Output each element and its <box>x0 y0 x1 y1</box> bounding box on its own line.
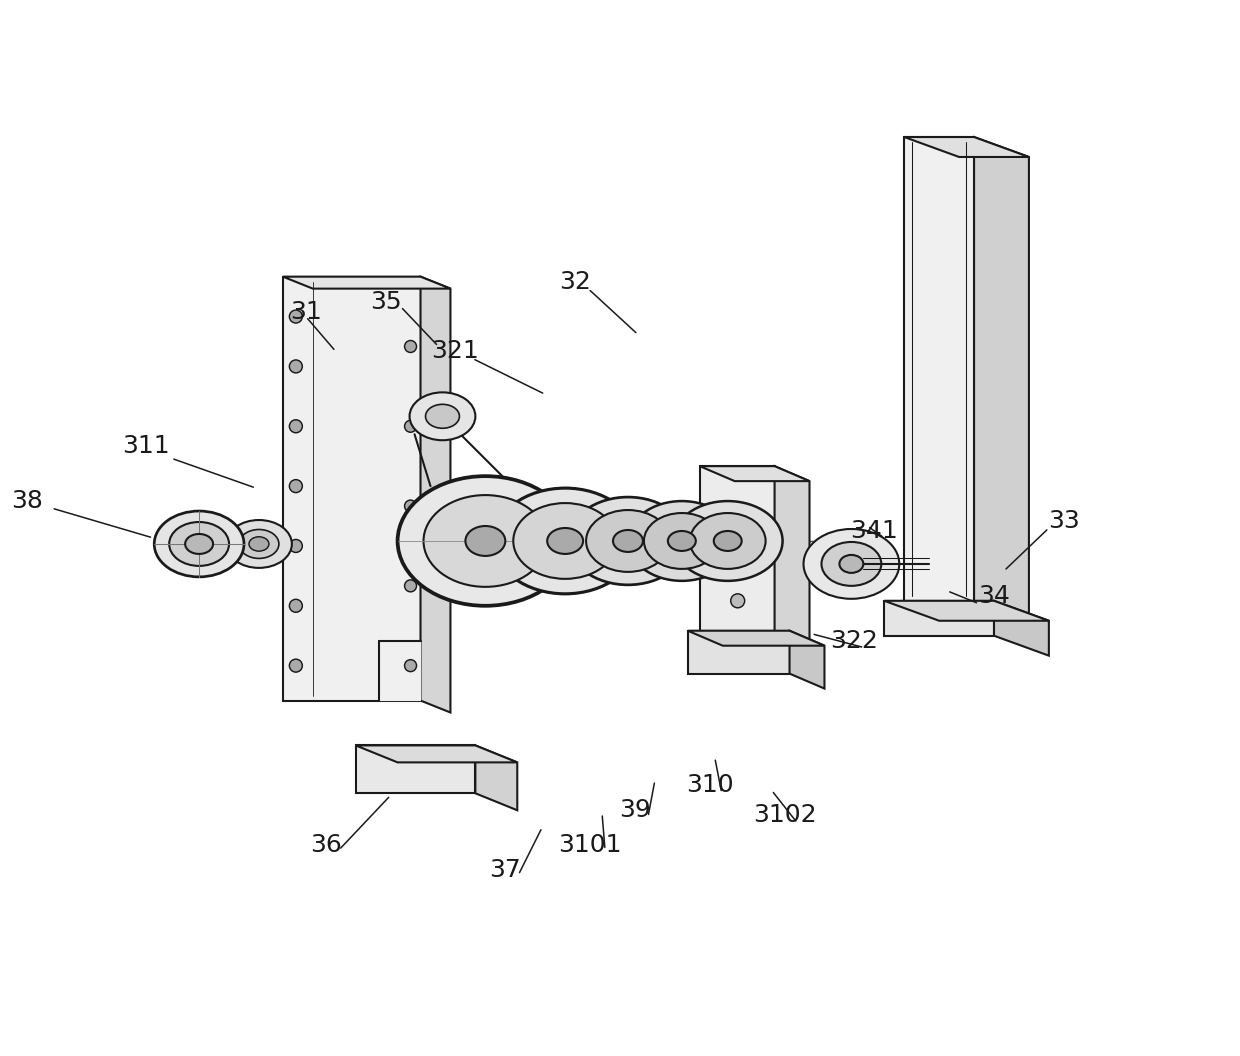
Ellipse shape <box>404 340 417 353</box>
Ellipse shape <box>613 530 642 552</box>
Ellipse shape <box>404 420 417 432</box>
Ellipse shape <box>226 520 291 568</box>
Polygon shape <box>356 746 517 762</box>
Polygon shape <box>688 630 825 645</box>
Polygon shape <box>699 466 775 630</box>
Polygon shape <box>699 466 810 482</box>
Polygon shape <box>283 277 420 700</box>
Text: 39: 39 <box>619 798 651 823</box>
Ellipse shape <box>644 513 719 569</box>
Ellipse shape <box>289 600 303 612</box>
Text: 31: 31 <box>290 300 321 323</box>
Polygon shape <box>994 601 1049 656</box>
Ellipse shape <box>668 531 696 551</box>
Polygon shape <box>420 277 450 713</box>
Ellipse shape <box>494 488 637 593</box>
Polygon shape <box>775 466 810 645</box>
Ellipse shape <box>398 476 573 606</box>
Ellipse shape <box>568 497 688 585</box>
Ellipse shape <box>404 580 417 591</box>
Ellipse shape <box>404 660 417 672</box>
Polygon shape <box>475 746 517 810</box>
Ellipse shape <box>409 393 475 440</box>
Polygon shape <box>904 137 975 601</box>
Ellipse shape <box>714 531 742 551</box>
Polygon shape <box>356 746 475 793</box>
Polygon shape <box>884 601 1049 621</box>
Text: 37: 37 <box>490 859 521 882</box>
Ellipse shape <box>839 555 863 573</box>
Ellipse shape <box>185 534 213 554</box>
Ellipse shape <box>169 522 229 566</box>
Ellipse shape <box>689 513 765 569</box>
Ellipse shape <box>547 528 583 554</box>
Text: 34: 34 <box>978 584 1009 608</box>
Ellipse shape <box>465 526 506 555</box>
Text: 35: 35 <box>370 289 402 314</box>
Ellipse shape <box>404 501 417 512</box>
Ellipse shape <box>730 593 745 608</box>
Ellipse shape <box>718 533 758 563</box>
Ellipse shape <box>289 310 303 323</box>
Polygon shape <box>884 601 994 636</box>
Ellipse shape <box>730 507 745 521</box>
Ellipse shape <box>289 360 303 373</box>
Ellipse shape <box>289 659 303 672</box>
Ellipse shape <box>673 501 782 581</box>
Ellipse shape <box>289 479 303 492</box>
Polygon shape <box>283 277 450 288</box>
Ellipse shape <box>289 420 303 433</box>
Ellipse shape <box>289 540 303 552</box>
Text: 322: 322 <box>831 628 878 653</box>
Text: 36: 36 <box>310 833 342 857</box>
Polygon shape <box>904 137 1029 157</box>
Text: 311: 311 <box>123 434 170 458</box>
Ellipse shape <box>249 536 269 551</box>
Ellipse shape <box>627 501 735 581</box>
Text: 32: 32 <box>559 269 591 294</box>
Ellipse shape <box>804 529 899 599</box>
Ellipse shape <box>728 541 748 555</box>
Ellipse shape <box>239 529 279 559</box>
Polygon shape <box>975 137 1029 621</box>
Text: 38: 38 <box>11 489 42 513</box>
Ellipse shape <box>587 510 670 572</box>
Text: 310: 310 <box>686 773 734 797</box>
Ellipse shape <box>154 511 244 577</box>
Ellipse shape <box>821 542 882 586</box>
Text: 33: 33 <box>1048 509 1080 533</box>
Text: 321: 321 <box>432 339 480 363</box>
Polygon shape <box>790 630 825 689</box>
Text: 341: 341 <box>851 518 898 543</box>
Ellipse shape <box>513 503 618 579</box>
Text: 3101: 3101 <box>558 833 621 857</box>
Ellipse shape <box>425 404 460 429</box>
Polygon shape <box>378 641 420 700</box>
Text: 3102: 3102 <box>753 804 816 827</box>
Ellipse shape <box>730 551 745 565</box>
Polygon shape <box>688 630 790 674</box>
Ellipse shape <box>424 495 547 587</box>
